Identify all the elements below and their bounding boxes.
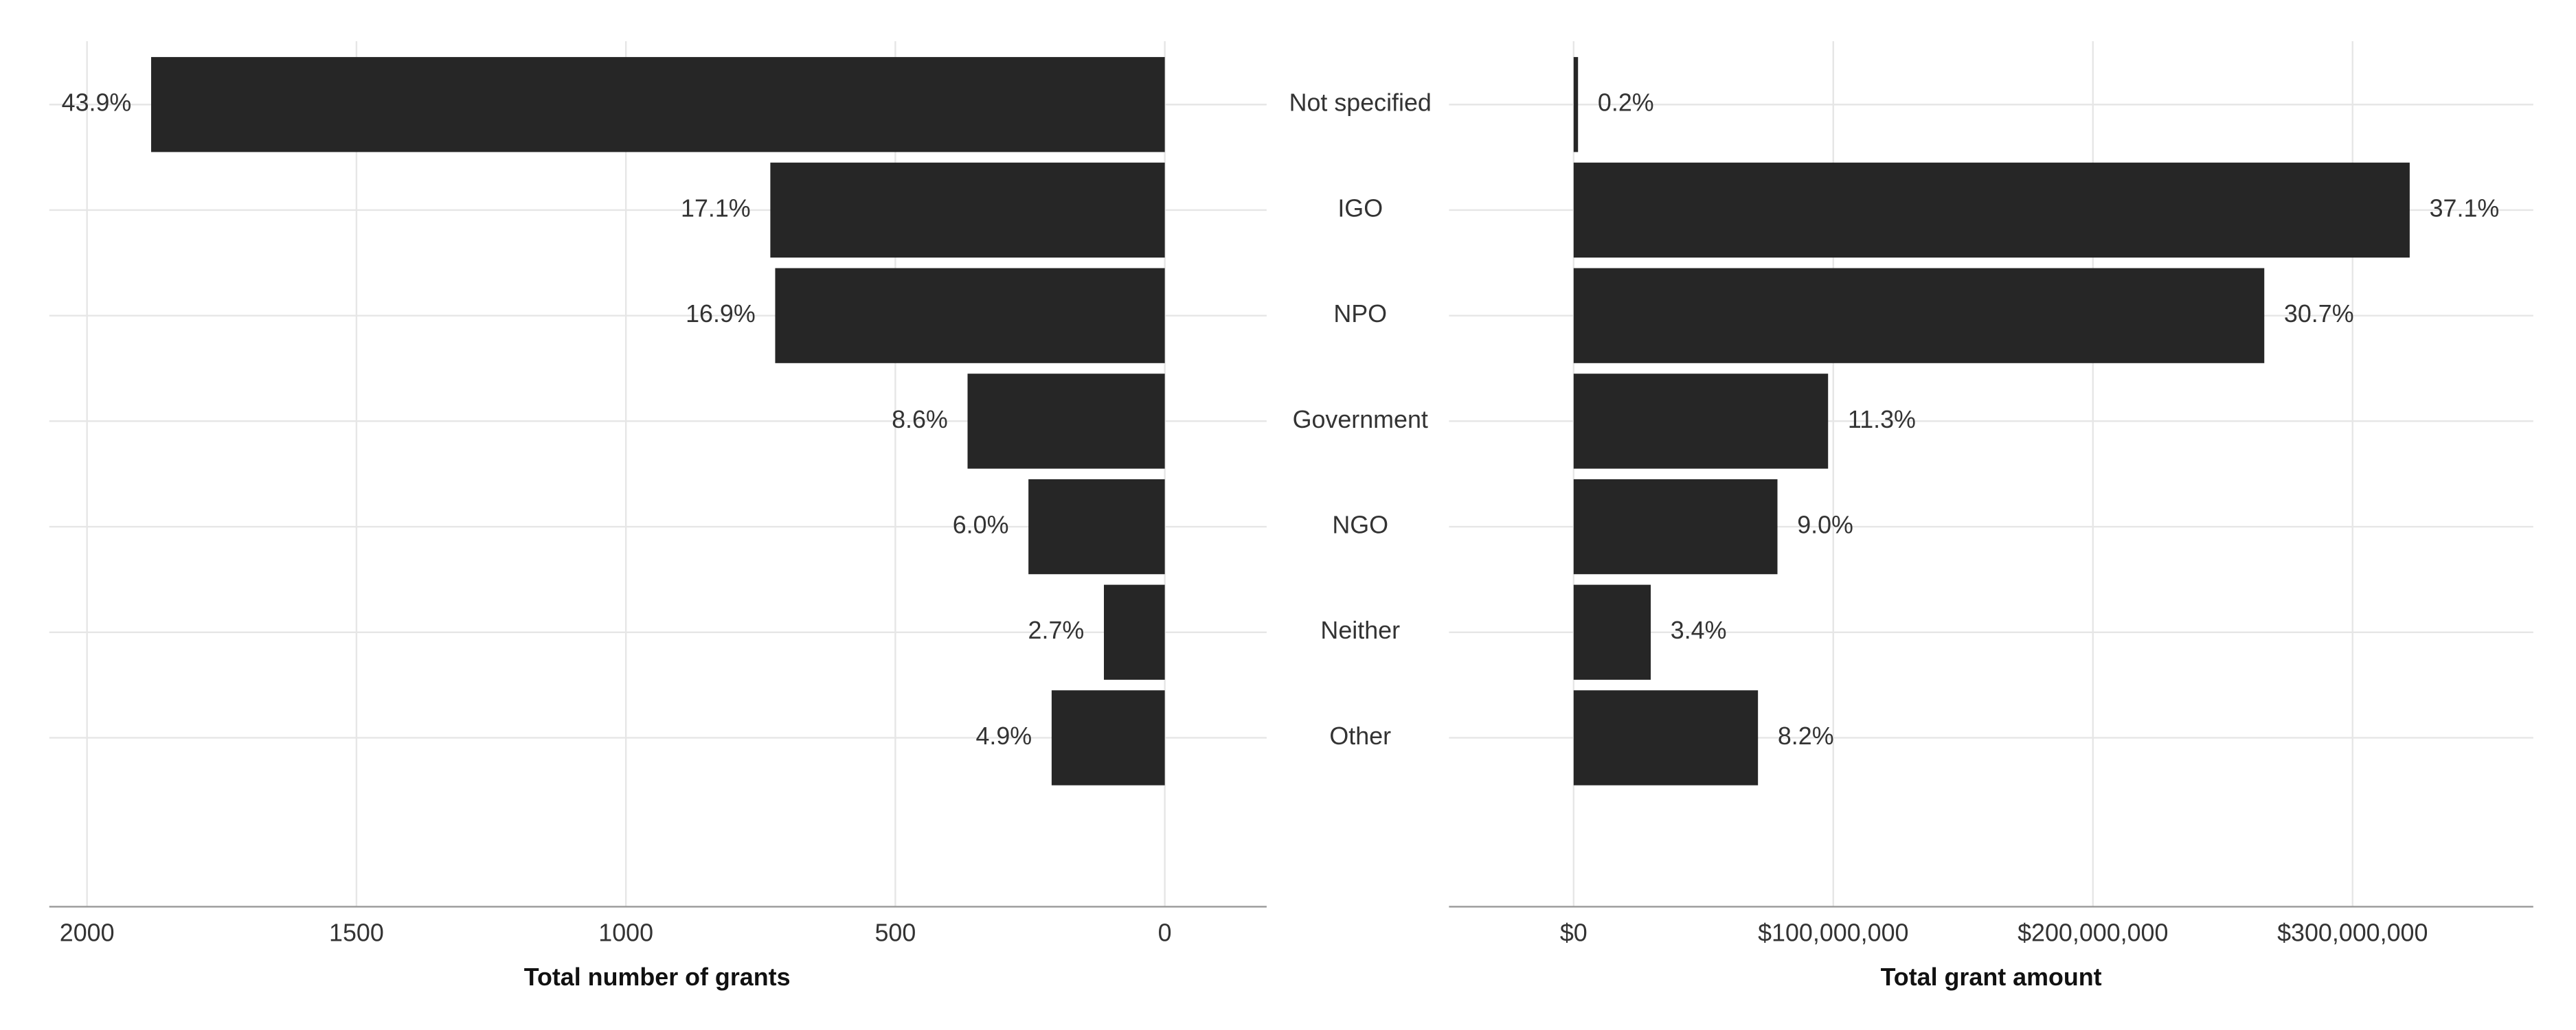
bar — [1573, 268, 2265, 363]
value-label: 9.0% — [1797, 512, 1853, 539]
x-axis-title: Total grant amount — [1881, 963, 2102, 991]
bar — [1028, 479, 1165, 575]
value-label: 37.1% — [2430, 194, 2500, 222]
x-tick-label: 0 — [1158, 919, 1172, 947]
x-tick-label: 500 — [874, 919, 916, 947]
y-tick-label: NGO — [1332, 512, 1388, 539]
bar — [151, 57, 1165, 152]
y-tick-label: Other — [1329, 722, 1391, 750]
bar — [1051, 690, 1165, 786]
bar — [967, 374, 1165, 469]
bar — [1103, 584, 1165, 680]
y-tick-label: IGO — [1337, 194, 1383, 222]
bar — [1573, 690, 1759, 786]
y-tick-label: Not specified — [1289, 89, 1432, 117]
bar — [1573, 57, 1579, 152]
bar — [1573, 479, 1778, 575]
value-label: 2.7% — [1028, 617, 1085, 644]
value-label: 17.1% — [681, 194, 751, 222]
value-label: 8.2% — [1778, 722, 1834, 750]
value-label: 11.3% — [1848, 406, 1916, 433]
x-tick-label: 1000 — [598, 919, 653, 947]
value-label: 6.0% — [953, 512, 1009, 539]
value-label: 3.4% — [1671, 617, 1727, 644]
x-tick-label: $300,000,000 — [2277, 919, 2428, 947]
bar — [770, 162, 1165, 258]
bar — [1573, 374, 1829, 469]
bar — [775, 268, 1165, 363]
value-label: 0.2% — [1598, 89, 1654, 117]
y-tick-label: NPO — [1333, 300, 1387, 328]
x-tick-label: $200,000,000 — [2018, 919, 2168, 947]
y-tick-label: Neither — [1320, 617, 1400, 644]
value-label: 8.6% — [892, 406, 948, 433]
x-tick-label: $100,000,000 — [1758, 919, 1908, 947]
value-label: 16.9% — [686, 300, 756, 328]
x-tick-label: 2000 — [60, 919, 115, 947]
bar — [1573, 162, 2410, 258]
bar — [1573, 584, 1651, 680]
value-label: 4.9% — [975, 722, 1032, 750]
x-tick-label: $0 — [1560, 919, 1588, 947]
value-label: 30.7% — [2284, 300, 2354, 328]
x-axis-title: Total number of grants — [524, 963, 791, 991]
x-tick-label: 1500 — [329, 919, 384, 947]
value-label: 43.9% — [62, 89, 132, 117]
y-tick-label: Government — [1293, 406, 1428, 433]
